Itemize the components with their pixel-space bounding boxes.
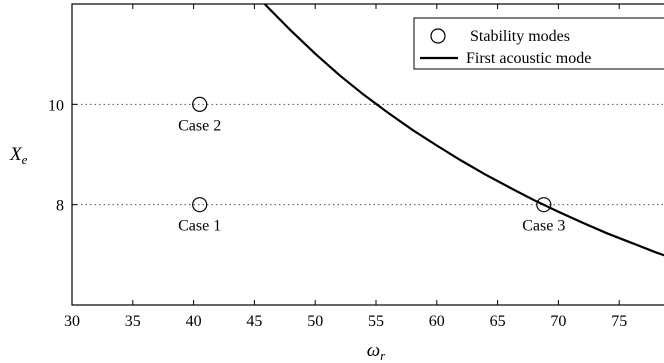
y-tick-label: 10	[48, 97, 64, 114]
x-tick-label: 65	[490, 313, 506, 330]
point-label: Case 1	[178, 218, 221, 235]
legend-label-stability-modes: Stability modes	[470, 28, 570, 45]
curve-layer	[263, 4, 664, 257]
stability-mode-point	[192, 197, 208, 213]
legend: Stability modes First acoustic mode	[413, 17, 664, 70]
y-axis: 8 10	[48, 97, 77, 215]
stability-mode-point	[536, 197, 552, 213]
x-tick-label: 50	[307, 313, 323, 330]
x-axis-label-sub: r	[380, 348, 386, 363]
legend-label-first-acoustic-mode: First acoustic mode	[466, 50, 591, 67]
x-tick-label: 40	[186, 313, 202, 330]
x-tick-label: 60	[429, 313, 445, 330]
x-axis-label: ωr	[367, 340, 386, 363]
series-first-acoustic-mode-line	[263, 4, 664, 257]
y-axis-label-main: X	[9, 144, 23, 165]
point-label: Case 2	[178, 117, 221, 134]
x-tick-label: 75	[611, 313, 627, 330]
x-tick-label: 70	[550, 313, 566, 330]
points-layer	[192, 96, 552, 213]
x-tick-label: 35	[125, 313, 141, 330]
legend-marker-stability-modes	[430, 28, 446, 44]
x-tick-label: 30	[64, 313, 80, 330]
point-label: Case 3	[522, 218, 565, 235]
x-tick-label: 45	[246, 313, 262, 330]
x-axis: 3035404550556065707580	[64, 4, 627, 330]
y-tick-label: 8	[56, 198, 64, 215]
annotation-layer: Case 2 Case 1 Case 3	[178, 117, 565, 234]
y-axis-label-sub: e	[22, 152, 28, 167]
grid-lines	[72, 103, 664, 206]
legend-box	[413, 17, 664, 70]
x-axis-label-main: ω	[367, 340, 380, 361]
stability-mode-point	[192, 96, 208, 112]
x-tick-label: 55	[368, 313, 384, 330]
y-axis-label: Xe	[9, 144, 28, 167]
